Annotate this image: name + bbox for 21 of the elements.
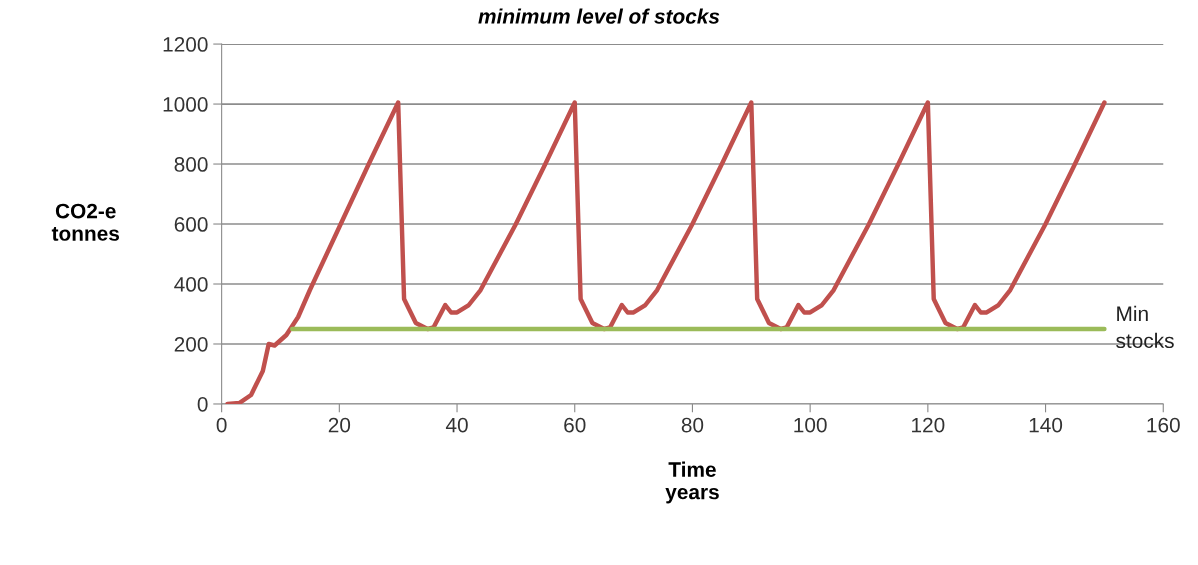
y-tick-label: 800 xyxy=(174,157,208,172)
y-tick-label: 400 xyxy=(174,277,208,292)
x-tick-label: 40 xyxy=(445,417,468,433)
y-tick-label: 600 xyxy=(174,217,208,232)
x-tick-label: 100 xyxy=(794,417,827,433)
y-tick-label: 1000 xyxy=(163,97,208,112)
chart-title: minimum level of stocks xyxy=(478,8,720,24)
x-tick-label: 20 xyxy=(328,417,351,433)
y-axis-title: CO2-e tonnes xyxy=(51,203,119,241)
x-tick-label: 60 xyxy=(564,417,586,433)
series-label: Min stocks xyxy=(1116,305,1174,349)
x-tick-label: 0 xyxy=(216,417,227,433)
y-tick-label: 200 xyxy=(174,336,208,352)
y-tick-label: 0 xyxy=(197,396,208,412)
x-tick-label: 80 xyxy=(681,417,704,433)
line-series xyxy=(225,100,1107,404)
y-tick-label: 1200 xyxy=(163,37,208,52)
x-tick-label: 120 xyxy=(912,417,945,433)
x-tick-label: 140 xyxy=(1029,417,1063,433)
x-tick-label: 160 xyxy=(1147,417,1180,433)
x-axis-title: Time years xyxy=(665,461,719,504)
